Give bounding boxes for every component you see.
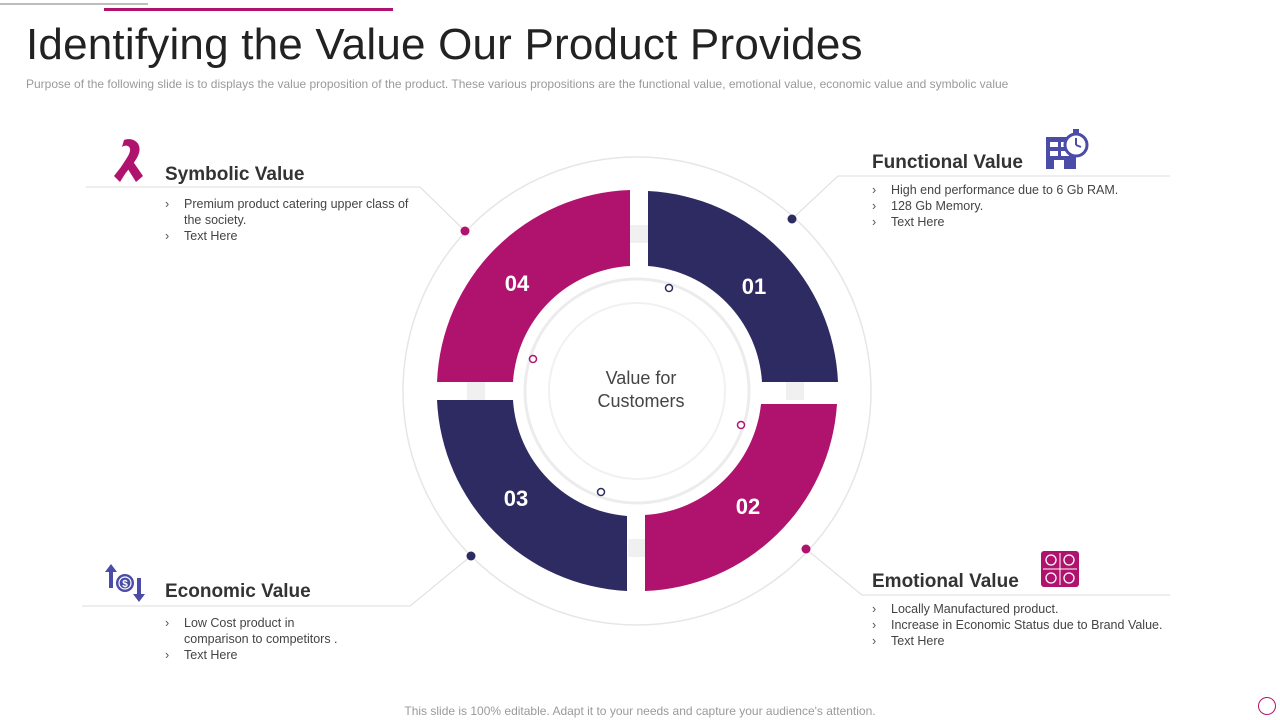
center-label-line1: Value for [606, 368, 677, 388]
symbolic-value-block: Symbolic Value Premium product catering … [165, 164, 415, 244]
outer-ring [402, 156, 872, 626]
leader-symbolic [86, 186, 466, 232]
connector-right [786, 382, 804, 400]
center-label-line2: Customers [597, 391, 684, 411]
quadrant-04-segment [437, 190, 630, 382]
emotional-value-title: Emotional Value [872, 571, 1019, 592]
connector-left [467, 382, 485, 400]
leader-dot-economic [466, 551, 476, 561]
quadrant-02-number: 02 [736, 494, 760, 519]
building-clock-icon [1046, 129, 1089, 169]
marker-01 [664, 283, 674, 293]
economic-value-block: Economic Value Low Cost product in compa… [165, 581, 415, 663]
functional-value-block: Functional Value High end performance du… [872, 152, 1172, 230]
quadrant-02-segment [645, 404, 837, 591]
list-item: Increase in Economic Status due to Brand… [872, 617, 1192, 633]
quadrant-03-number: 03 [504, 486, 528, 511]
footer-note: This slide is 100% editable. Adapt it to… [404, 704, 876, 718]
corner-decoration-circle [1258, 697, 1276, 715]
emotion-faces-icon [1041, 551, 1079, 587]
top-decoration-gray [0, 3, 148, 5]
quadrant-03-segment [437, 400, 627, 591]
functional-value-list: High end performance due to 6 Gb RAM. 12… [872, 182, 1172, 230]
quadrant-01-segment [648, 191, 838, 382]
marker-02 [736, 420, 746, 430]
money-exchange-icon: $ [105, 564, 145, 602]
leader-dot-emotional [801, 544, 811, 554]
top-decoration-accent [104, 8, 393, 11]
leader-dot-functional [787, 214, 797, 224]
list-item: Low Cost product in comparison to compet… [165, 615, 359, 647]
page-subtitle: Purpose of the following slide is to dis… [26, 77, 1009, 91]
marker-04 [528, 354, 538, 364]
list-item: Text Here [165, 228, 415, 244]
center-disc [548, 302, 726, 480]
symbolic-value-list: Premium product catering upper class of … [165, 196, 415, 244]
emotional-value-block: Emotional Value Locally Manufactured pro… [872, 571, 1192, 649]
quadrant-01-number: 01 [742, 274, 766, 299]
list-item: High end performance due to 6 Gb RAM. [872, 182, 1172, 198]
connector-top [630, 225, 648, 243]
economic-value-list: Low Cost product in comparison to compet… [165, 615, 415, 663]
list-item: Text Here [165, 647, 415, 663]
inner-ring [523, 277, 751, 505]
leader-economic [82, 555, 472, 607]
leader-dot-symbolic [460, 226, 470, 236]
emotional-value-list: Locally Manufactured product. Increase i… [872, 601, 1192, 649]
page-title: Identifying the Value Our Product Provid… [26, 20, 863, 69]
ribbon-icon [114, 139, 143, 182]
symbolic-value-title: Symbolic Value [165, 164, 305, 185]
list-item: Text Here [872, 633, 1192, 649]
quadrant-04-number: 04 [505, 271, 530, 296]
list-item: Text Here [872, 214, 1172, 230]
leader-emotional [805, 548, 1170, 596]
leader-functional [791, 175, 1170, 220]
list-item: Locally Manufactured product. [872, 601, 1192, 617]
economic-value-title: Economic Value [165, 581, 311, 602]
functional-value-title: Functional Value [872, 152, 1023, 173]
list-item: 128 Gb Memory. [872, 198, 1172, 214]
svg-text:$: $ [122, 579, 128, 590]
marker-03 [596, 487, 606, 497]
connector-bottom [628, 539, 646, 557]
list-item: Premium product catering upper class of … [165, 196, 415, 228]
